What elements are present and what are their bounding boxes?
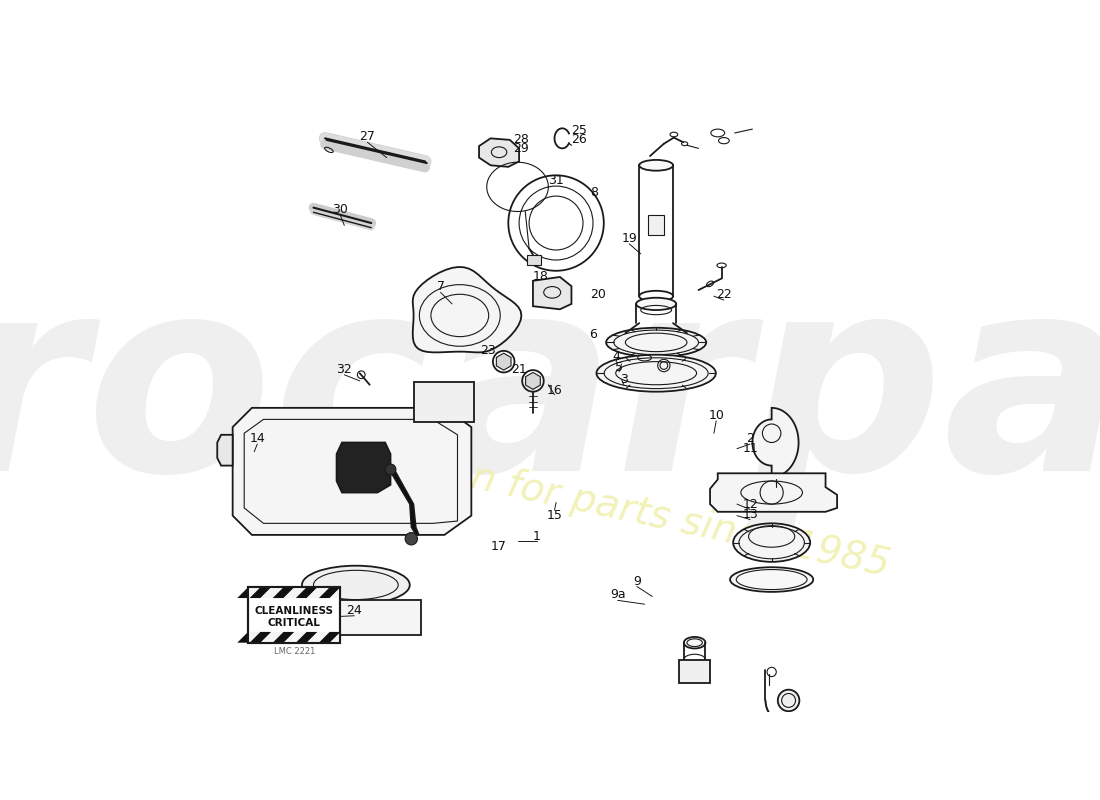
Ellipse shape <box>596 354 716 392</box>
Bar <box>249 587 341 642</box>
Polygon shape <box>249 632 260 642</box>
Text: 28: 28 <box>514 134 529 146</box>
Ellipse shape <box>684 637 705 649</box>
Text: 23: 23 <box>481 344 496 357</box>
Text: 26: 26 <box>571 134 587 146</box>
Bar <box>414 382 474 422</box>
Polygon shape <box>261 587 283 598</box>
Text: 18: 18 <box>532 270 549 283</box>
Polygon shape <box>218 435 233 466</box>
Text: 4: 4 <box>613 350 620 362</box>
Text: 6: 6 <box>590 328 597 341</box>
Text: 20: 20 <box>591 288 606 301</box>
Text: 27: 27 <box>360 130 375 143</box>
Polygon shape <box>250 632 271 642</box>
Text: 19: 19 <box>621 232 637 245</box>
Text: 25: 25 <box>571 124 587 137</box>
Polygon shape <box>307 587 329 598</box>
Text: CRITICAL: CRITICAL <box>267 618 321 628</box>
Polygon shape <box>250 587 271 598</box>
Ellipse shape <box>606 328 706 357</box>
Text: 2: 2 <box>746 432 754 445</box>
Bar <box>649 215 664 234</box>
Polygon shape <box>273 587 295 598</box>
Text: 17: 17 <box>491 540 506 553</box>
Text: 5: 5 <box>615 361 624 374</box>
Text: 8: 8 <box>591 186 598 198</box>
Polygon shape <box>296 587 318 598</box>
Polygon shape <box>249 587 260 598</box>
Text: 24: 24 <box>346 604 362 617</box>
Polygon shape <box>480 138 519 167</box>
Text: 9: 9 <box>632 574 641 587</box>
Ellipse shape <box>301 566 409 604</box>
Polygon shape <box>390 470 419 535</box>
Text: 14: 14 <box>250 432 265 445</box>
Polygon shape <box>412 267 521 353</box>
Polygon shape <box>261 632 283 642</box>
Polygon shape <box>238 632 249 642</box>
Text: 21: 21 <box>512 363 527 376</box>
Polygon shape <box>307 632 329 642</box>
Polygon shape <box>233 408 472 535</box>
Polygon shape <box>534 277 572 310</box>
Polygon shape <box>496 353 512 370</box>
Circle shape <box>405 533 418 545</box>
Polygon shape <box>319 587 341 598</box>
Text: 16: 16 <box>547 384 562 397</box>
Text: a passion for parts since 1985: a passion for parts since 1985 <box>311 425 893 584</box>
Text: 9a: 9a <box>609 589 626 602</box>
Polygon shape <box>711 474 837 512</box>
Polygon shape <box>284 587 306 598</box>
Text: 31: 31 <box>548 174 564 187</box>
Text: 32: 32 <box>337 363 352 376</box>
Bar <box>527 254 541 266</box>
Text: 29: 29 <box>514 142 529 155</box>
Text: 30: 30 <box>332 203 349 217</box>
Text: CLEANLINESS: CLEANLINESS <box>255 606 333 616</box>
Ellipse shape <box>730 567 813 592</box>
Text: LMC 2221: LMC 2221 <box>274 647 315 657</box>
Polygon shape <box>330 587 341 598</box>
Bar <box>298 600 421 635</box>
Text: eurocarparts: eurocarparts <box>0 266 1100 527</box>
Text: 11: 11 <box>742 442 758 455</box>
Circle shape <box>778 690 800 711</box>
Text: 15: 15 <box>547 509 562 522</box>
Polygon shape <box>337 442 390 493</box>
Polygon shape <box>526 373 540 390</box>
Text: 12: 12 <box>742 498 758 510</box>
Ellipse shape <box>733 523 810 562</box>
Polygon shape <box>273 632 295 642</box>
Ellipse shape <box>636 298 676 310</box>
Text: 10: 10 <box>708 409 724 422</box>
Polygon shape <box>296 632 318 642</box>
Text: 1: 1 <box>532 530 541 543</box>
Bar <box>680 660 711 682</box>
Text: 22: 22 <box>716 288 732 301</box>
Polygon shape <box>284 632 306 642</box>
Polygon shape <box>752 408 799 477</box>
Polygon shape <box>238 587 249 598</box>
Text: 13: 13 <box>742 508 758 521</box>
Polygon shape <box>319 632 341 642</box>
Text: 3: 3 <box>620 373 628 386</box>
Polygon shape <box>330 632 341 642</box>
Bar <box>249 587 341 642</box>
Circle shape <box>385 464 396 475</box>
Text: 7: 7 <box>437 281 444 294</box>
Ellipse shape <box>639 160 673 170</box>
